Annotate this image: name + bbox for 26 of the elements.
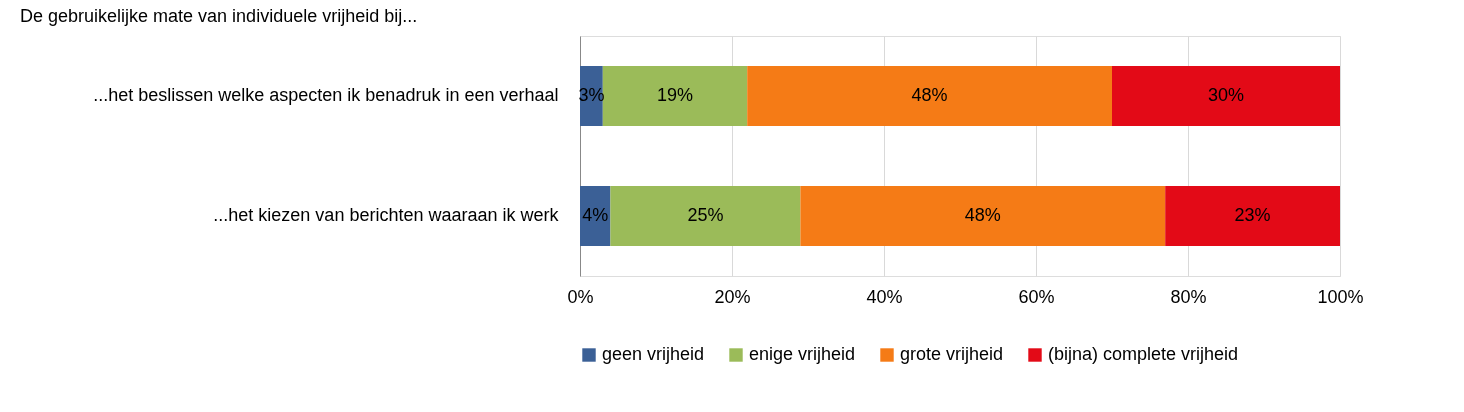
data-label: 48% [911,85,948,105]
x-tick-label: 40% [866,286,903,307]
data-label: 23% [1234,205,1271,225]
bar [602,66,748,126]
bar [1165,186,1340,246]
y-tick-label: ...het kiezen van berichten waaraan ik werk [213,205,560,225]
legend-label: enige vrijheid [749,344,856,364]
x-tick-label: 20% [714,286,751,307]
x-tick-label: 100% [1317,286,1364,307]
bar [800,186,1166,246]
legend-label: grote vrijheid [900,344,1004,364]
data-label: 19% [656,85,694,105]
bar [610,186,801,246]
data-label: 4% [582,205,609,225]
data-label: 30% [1207,85,1245,105]
legend-label: (bijna) complete vrijheid [1048,344,1239,364]
y-tick-label: ...het beslissen welke aspecten ik benadruk in een verhaal [93,85,559,105]
data-label: 48% [964,205,1001,225]
x-tick-label: 60% [1018,286,1055,307]
x-tick-label: 80% [1170,286,1207,307]
text: De gebruikelijke mate van individuele vrijheid bij... [20,6,418,26]
legend-label: geen vrijheid [602,344,705,364]
bar [747,66,1112,126]
bar [1112,66,1340,126]
data-label: 25% [687,205,724,225]
x-tick-label: 0% [567,286,594,307]
